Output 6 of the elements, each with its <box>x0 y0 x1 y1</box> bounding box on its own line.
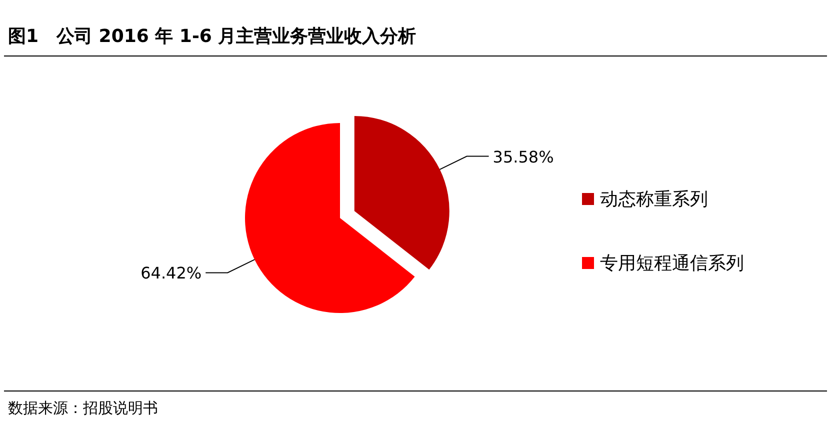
chart-title: 图1 公司 2016 年 1-6 月主营业务营业收入分析 <box>8 26 416 47</box>
source-note: 数据来源：招股说明书 <box>8 399 158 417</box>
data-label: 64.42% <box>140 264 202 283</box>
legend-label: 动态称重系列 <box>600 189 708 210</box>
legend-label: 专用短程通信系列 <box>600 253 744 274</box>
data-label: 35.58% <box>492 147 554 166</box>
